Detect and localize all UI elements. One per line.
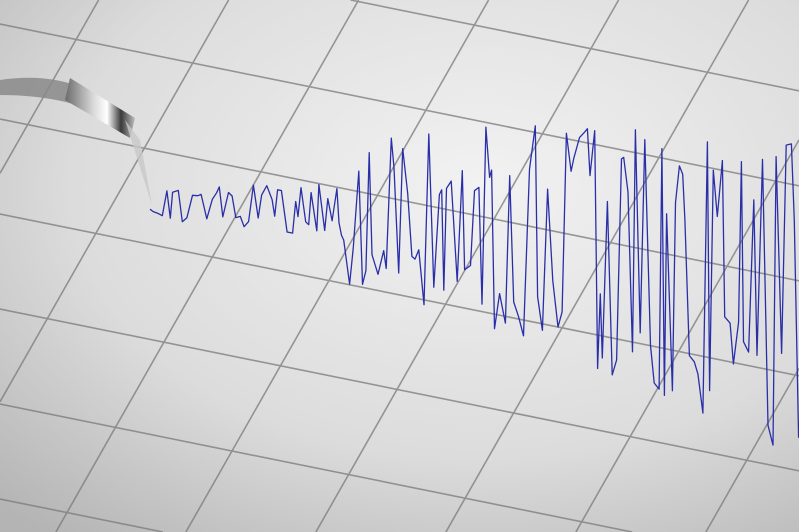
grid-line-shallow [0,308,799,472]
grid-line-steep [445,0,750,532]
grid-line-steep [315,0,620,532]
grid-line-shallow [0,403,633,532]
grid-line-steep [705,368,799,532]
seismic-trace [149,125,799,446]
grid-line-shallow [0,498,163,532]
grid-line-shallow [0,23,799,187]
grid-line-steep [185,0,490,532]
grid-line-shallow [350,0,799,92]
needle-tip [125,120,152,205]
needle-band [65,78,135,138]
grid-line-steep [55,0,360,532]
grid-line-steep [0,0,230,403]
grid-line-shallow [0,213,799,377]
needle-arm [0,77,128,135]
stylus-needle [0,77,152,205]
